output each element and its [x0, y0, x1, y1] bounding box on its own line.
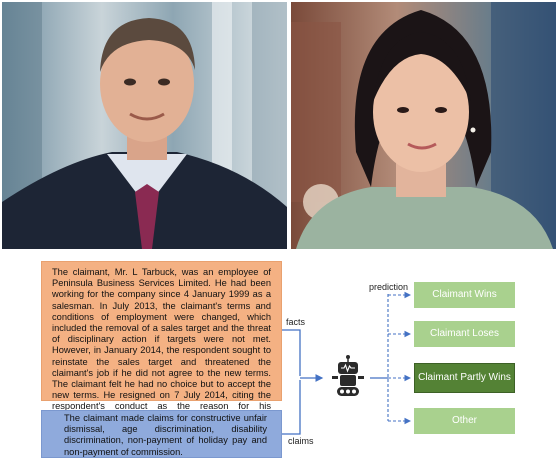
- claims-text: The claimant made claims for constructiv…: [64, 413, 267, 457]
- facts-text-box: The claimant, Mr. L Tarbuck, was an empl…: [41, 261, 282, 423]
- outcome-claimant-wins: Claimant Wins: [414, 282, 515, 308]
- claims-edge-label: claims: [288, 436, 314, 446]
- portrait-woman-image: [291, 2, 556, 249]
- claims-text-box: The claimant made claims for constructiv…: [41, 410, 282, 458]
- outcome-label: Other: [451, 415, 477, 426]
- outcome-label: Claimant Loses: [430, 328, 499, 339]
- portrait-man-image: [2, 2, 287, 249]
- facts-text: The claimant, Mr. L Tarbuck, was an empl…: [52, 267, 271, 423]
- outcome-label: Claimant Partly Wins: [418, 372, 511, 383]
- outcome-claimant-loses: Claimant Loses: [414, 321, 515, 347]
- photo-left-portrait: [2, 2, 287, 249]
- facts-edge-label: facts: [286, 317, 306, 327]
- outcome-other: Other: [414, 408, 515, 434]
- prediction-edge-label: prediction: [369, 282, 409, 292]
- robot-icon: [332, 355, 364, 396]
- outcome-claimant-partly-wins: Claimant Partly Wins: [414, 363, 515, 393]
- outcome-label: Claimant Wins: [432, 289, 497, 300]
- photo-right-portrait: [291, 2, 556, 249]
